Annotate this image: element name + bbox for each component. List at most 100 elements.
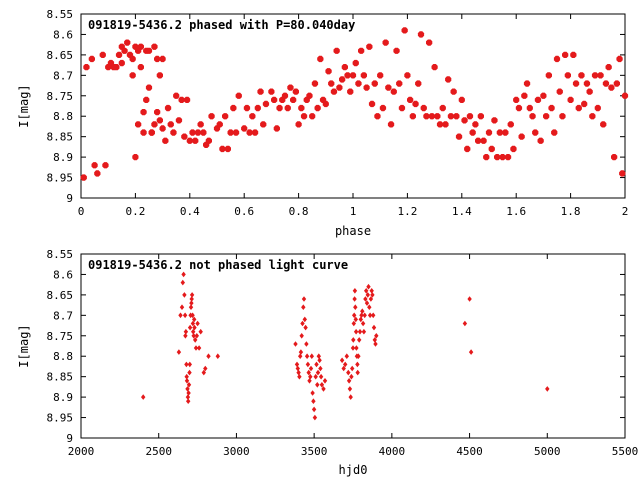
data-point — [407, 96, 414, 103]
data-point — [162, 137, 169, 144]
x-tick-label: 1.6 — [506, 205, 526, 218]
data-point — [317, 55, 324, 63]
data-point — [307, 378, 312, 384]
data-point — [197, 121, 204, 128]
data-point — [159, 55, 166, 63]
data-point — [311, 406, 317, 413]
data-point — [315, 369, 321, 376]
x-tick-label: 3500 — [301, 445, 328, 458]
data-point — [189, 300, 194, 306]
data-point — [148, 129, 155, 136]
y-tick-label: 8.8 — [53, 350, 73, 363]
data-point — [313, 373, 318, 380]
data-point — [352, 296, 357, 302]
data-point — [353, 328, 359, 335]
data-point — [496, 129, 503, 136]
x-tick-label: 0.8 — [289, 205, 309, 218]
data-point — [548, 104, 555, 112]
data-point — [385, 84, 392, 91]
y-tick-label: 8.8 — [53, 110, 73, 123]
data-point — [545, 72, 552, 79]
y-tick-label: 8.75 — [47, 90, 74, 103]
data-point — [339, 357, 345, 364]
data-point — [173, 92, 180, 99]
data-point — [453, 113, 460, 120]
data-point — [529, 113, 536, 120]
data-point — [439, 104, 446, 112]
data-point — [346, 378, 352, 384]
data-point — [314, 104, 321, 112]
data-point — [187, 324, 193, 331]
data-point — [294, 361, 300, 368]
data-point — [348, 394, 353, 400]
data-point — [367, 304, 372, 310]
data-point — [589, 113, 596, 120]
data-point — [311, 80, 319, 87]
data-point — [390, 88, 397, 95]
data-point — [189, 296, 194, 302]
data-point — [368, 296, 374, 302]
data-point — [183, 333, 188, 339]
data-point — [176, 349, 182, 355]
data-point — [300, 113, 308, 120]
data-point — [347, 88, 354, 95]
data-point — [281, 92, 289, 99]
data-point — [306, 369, 311, 376]
data-point — [140, 109, 147, 116]
data-point — [287, 84, 294, 91]
data-point — [581, 100, 588, 108]
data-point — [477, 113, 484, 120]
plot-frame — [80, 13, 626, 199]
data-point — [80, 174, 87, 181]
data-point — [88, 55, 95, 63]
data-point — [319, 382, 325, 388]
data-point — [361, 328, 367, 335]
data-point — [417, 31, 425, 38]
data-point — [608, 84, 615, 91]
x-tick-label: 5000 — [534, 445, 561, 458]
data-point — [352, 59, 359, 67]
x-tick-label: 3000 — [223, 445, 250, 458]
data-point — [310, 390, 315, 396]
data-point — [513, 96, 520, 103]
data-point — [371, 80, 378, 87]
data-point — [83, 64, 90, 71]
data-point — [491, 117, 498, 124]
x-tick-label: 4000 — [379, 445, 406, 458]
data-point — [540, 92, 547, 99]
data-point — [431, 64, 438, 71]
data-point — [190, 312, 195, 319]
data-point — [468, 349, 474, 355]
data-point — [321, 386, 326, 392]
data-point — [193, 337, 198, 343]
data-point — [344, 72, 351, 79]
data-point — [450, 88, 457, 95]
data-point — [328, 80, 335, 87]
data-point — [102, 162, 109, 169]
data-point — [357, 337, 362, 343]
data-point — [178, 96, 185, 103]
x-tick-label: 1.2 — [397, 205, 417, 218]
data-point — [396, 80, 403, 87]
data-point — [129, 55, 136, 63]
y-tick-label: 8.65 — [47, 49, 74, 62]
data-point — [303, 324, 308, 331]
data-point — [192, 137, 199, 144]
x-tick-label: 1.4 — [452, 205, 472, 218]
y-tick-label: 8.9 — [53, 391, 73, 404]
data-point — [494, 154, 501, 161]
data-point — [363, 84, 370, 91]
data-point — [186, 390, 191, 396]
data-point — [401, 27, 408, 34]
data-point — [415, 80, 422, 87]
data-point — [262, 100, 270, 108]
data-point — [145, 47, 153, 54]
y-axis-label: I[mag] — [17, 324, 31, 367]
data-point — [455, 133, 463, 140]
data-point — [124, 39, 131, 46]
data-point — [198, 328, 203, 335]
data-point — [371, 324, 377, 331]
data-point — [382, 39, 389, 46]
data-point — [488, 145, 495, 153]
data-point — [271, 96, 278, 103]
